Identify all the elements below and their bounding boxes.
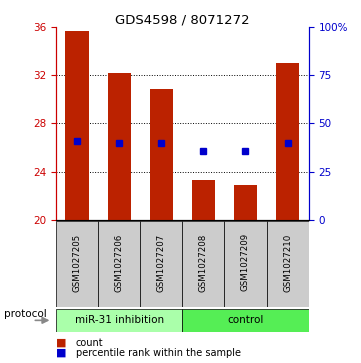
Bar xyxy=(234,185,257,220)
Text: GSM1027206: GSM1027206 xyxy=(115,233,123,291)
Text: GSM1027205: GSM1027205 xyxy=(73,233,82,291)
FancyBboxPatch shape xyxy=(56,309,182,332)
FancyBboxPatch shape xyxy=(182,221,225,307)
FancyBboxPatch shape xyxy=(140,221,182,307)
FancyBboxPatch shape xyxy=(225,221,266,307)
Text: protocol: protocol xyxy=(4,309,46,319)
Text: percentile rank within the sample: percentile rank within the sample xyxy=(76,348,241,358)
Text: GSM1027207: GSM1027207 xyxy=(157,233,166,291)
Title: GDS4598 / 8071272: GDS4598 / 8071272 xyxy=(115,13,249,26)
FancyBboxPatch shape xyxy=(98,221,140,307)
FancyBboxPatch shape xyxy=(182,309,309,332)
Text: GSM1027210: GSM1027210 xyxy=(283,233,292,291)
Text: ■: ■ xyxy=(56,348,66,358)
FancyBboxPatch shape xyxy=(266,221,309,307)
Text: GSM1027208: GSM1027208 xyxy=(199,233,208,291)
Text: GSM1027209: GSM1027209 xyxy=(241,233,250,291)
Bar xyxy=(150,89,173,220)
Text: count: count xyxy=(76,338,104,348)
FancyBboxPatch shape xyxy=(56,221,98,307)
Text: control: control xyxy=(227,315,264,325)
Bar xyxy=(108,73,131,220)
Bar xyxy=(65,31,88,220)
Bar xyxy=(192,180,215,220)
Bar xyxy=(276,63,299,220)
Text: ■: ■ xyxy=(56,338,66,348)
Text: miR-31 inhibition: miR-31 inhibition xyxy=(75,315,164,325)
